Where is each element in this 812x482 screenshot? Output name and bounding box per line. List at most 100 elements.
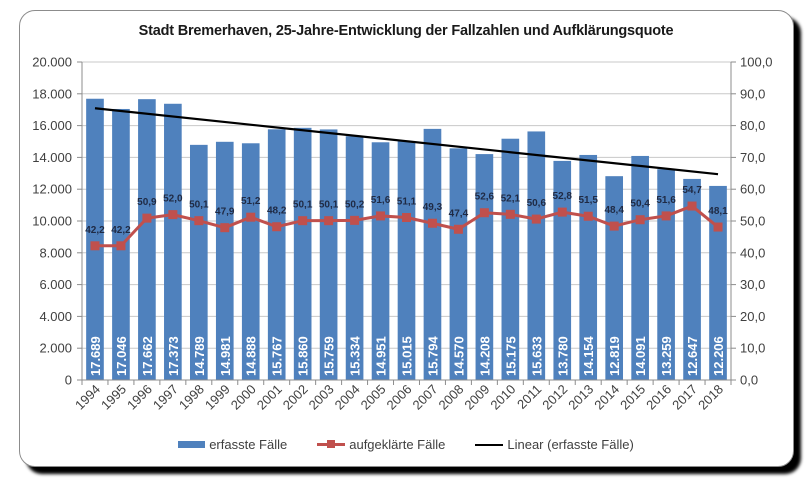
x-tick-label: 2000 <box>228 382 259 413</box>
x-tick-label: 1997 <box>150 382 181 413</box>
rate-value-label: 50,6 <box>527 198 547 209</box>
rate-marker <box>557 207 567 217</box>
y-left-tick-label: 10.000 <box>32 214 72 229</box>
bar <box>241 143 260 380</box>
rate-value-label: 54,7 <box>682 185 702 196</box>
bar <box>683 178 701 380</box>
bar <box>501 138 520 380</box>
bar-value-label: 15.175 <box>503 336 518 376</box>
rate-value-label: 48,1 <box>708 206 728 217</box>
rate-value-label: 42,2 <box>85 225 105 236</box>
x-tick-label: 2002 <box>280 382 311 413</box>
x-tick-label: 2001 <box>254 382 285 413</box>
x-tick-label: 2017 <box>669 382 700 413</box>
legend-trend-swatch <box>475 443 504 446</box>
rate-marker <box>142 213 152 223</box>
rate-marker <box>583 211 593 221</box>
x-tick-label: 2011 <box>514 382 544 412</box>
legend-label-erfasste: erfasste Fälle <box>209 437 288 452</box>
bar <box>189 144 208 380</box>
bar-value-label: 15.015 <box>400 336 415 376</box>
rate-value-label: 48,4 <box>604 205 624 216</box>
rate-marker <box>298 216 308 226</box>
legend-line-swatch <box>317 440 346 448</box>
x-tick-label: 1996 <box>124 382 155 413</box>
bar <box>709 185 727 380</box>
bar <box>319 129 338 380</box>
rate-marker <box>635 215 645 225</box>
y-right-tick-label: 90,0 <box>740 86 765 101</box>
x-tick-label: 2013 <box>565 382 596 413</box>
rate-value-label: 52,8 <box>553 191 573 202</box>
rate-marker <box>453 224 463 234</box>
bar-value-label: 14.208 <box>477 336 492 376</box>
x-tick-label: 2005 <box>358 382 389 413</box>
trendline <box>94 107 719 176</box>
y-left-tick-label: 2.000 <box>39 341 72 356</box>
rate-marker <box>427 218 437 228</box>
bar <box>579 154 598 380</box>
y-left-tick-label: 4.000 <box>39 309 72 324</box>
rate-value-label: 49,3 <box>423 202 443 213</box>
x-tick-label: 2008 <box>435 382 466 413</box>
y-right-tick-label: 80,0 <box>740 118 765 133</box>
y-right-tick-label: 30,0 <box>740 277 765 292</box>
bar <box>631 155 649 380</box>
rate-marker <box>116 241 126 251</box>
rate-value-label: 42,2 <box>111 225 131 236</box>
rate-value-label: 50,4 <box>630 199 650 210</box>
legend-label-trend: Linear (erfasste Fälle) <box>507 437 634 452</box>
bar-value-label: 15.860 <box>296 336 311 376</box>
rate-value-label: 52,6 <box>475 192 495 203</box>
bar-value-label: 17.373 <box>166 336 181 376</box>
x-tick-label: 2016 <box>643 382 674 413</box>
y-right-tick-label: 100,0 <box>740 55 773 70</box>
x-tick-label: 1999 <box>202 382 233 413</box>
x-tick-label: 2014 <box>591 382 622 413</box>
legend-item-aufgeklaerte[interactable]: aufgeklärte Fälle <box>317 437 445 452</box>
y-left-tick-label: 16.000 <box>32 118 72 133</box>
rate-marker <box>246 212 256 222</box>
x-tick-label: 2003 <box>306 382 337 413</box>
legend-item-trend[interactable]: Linear (erfasste Fälle) <box>475 437 634 452</box>
bar <box>267 129 286 380</box>
bar-value-label: 15.633 <box>529 336 544 376</box>
legend: erfasste Fälle aufgeklärte Fälle Linear … <box>0 437 812 452</box>
legend-item-erfasste[interactable]: erfasste Fälle <box>178 437 287 452</box>
rate-value-label: 50,1 <box>319 200 339 211</box>
rate-marker <box>687 201 697 211</box>
x-tick-label: 2012 <box>539 382 570 413</box>
x-tick-label: 2009 <box>461 382 492 413</box>
rate-value-label: 50,2 <box>345 199 365 210</box>
bar <box>164 103 182 381</box>
bar-value-label: 13.780 <box>555 336 570 376</box>
rate-value-label: 51,6 <box>656 195 676 206</box>
bar <box>657 169 675 380</box>
x-tick-label: 2018 <box>695 382 726 413</box>
rate-value-label: 50,1 <box>293 200 313 211</box>
bar <box>371 142 390 380</box>
x-tick-label: 2015 <box>617 382 648 413</box>
bar <box>138 99 156 381</box>
bar <box>449 148 468 380</box>
bar-value-label: 15.794 <box>425 335 440 376</box>
bar-value-label: 12.647 <box>685 336 700 376</box>
bar-value-label: 14.570 <box>451 336 466 376</box>
rate-value-label: 51,6 <box>371 195 391 206</box>
y-left-tick-label: 6.000 <box>39 277 72 292</box>
rate-value-label: 51,1 <box>397 197 417 208</box>
chart-title: Stadt Bremerhaven, 25-Jahre-Entwicklung … <box>138 23 674 39</box>
x-tick-label: 1998 <box>176 382 207 413</box>
rate-value-label: 51,5 <box>578 195 598 206</box>
x-tick-label: 2004 <box>332 382 363 413</box>
bar <box>527 131 546 380</box>
rate-value-label: 47,4 <box>449 208 469 219</box>
rate-marker <box>272 222 282 232</box>
legend-bar-swatch <box>178 441 206 448</box>
bar <box>345 136 364 380</box>
rate-marker <box>713 222 723 232</box>
rate-value-label: 52,1 <box>501 193 521 204</box>
bar-value-label: 15.759 <box>322 336 337 376</box>
rate-marker <box>531 214 541 224</box>
